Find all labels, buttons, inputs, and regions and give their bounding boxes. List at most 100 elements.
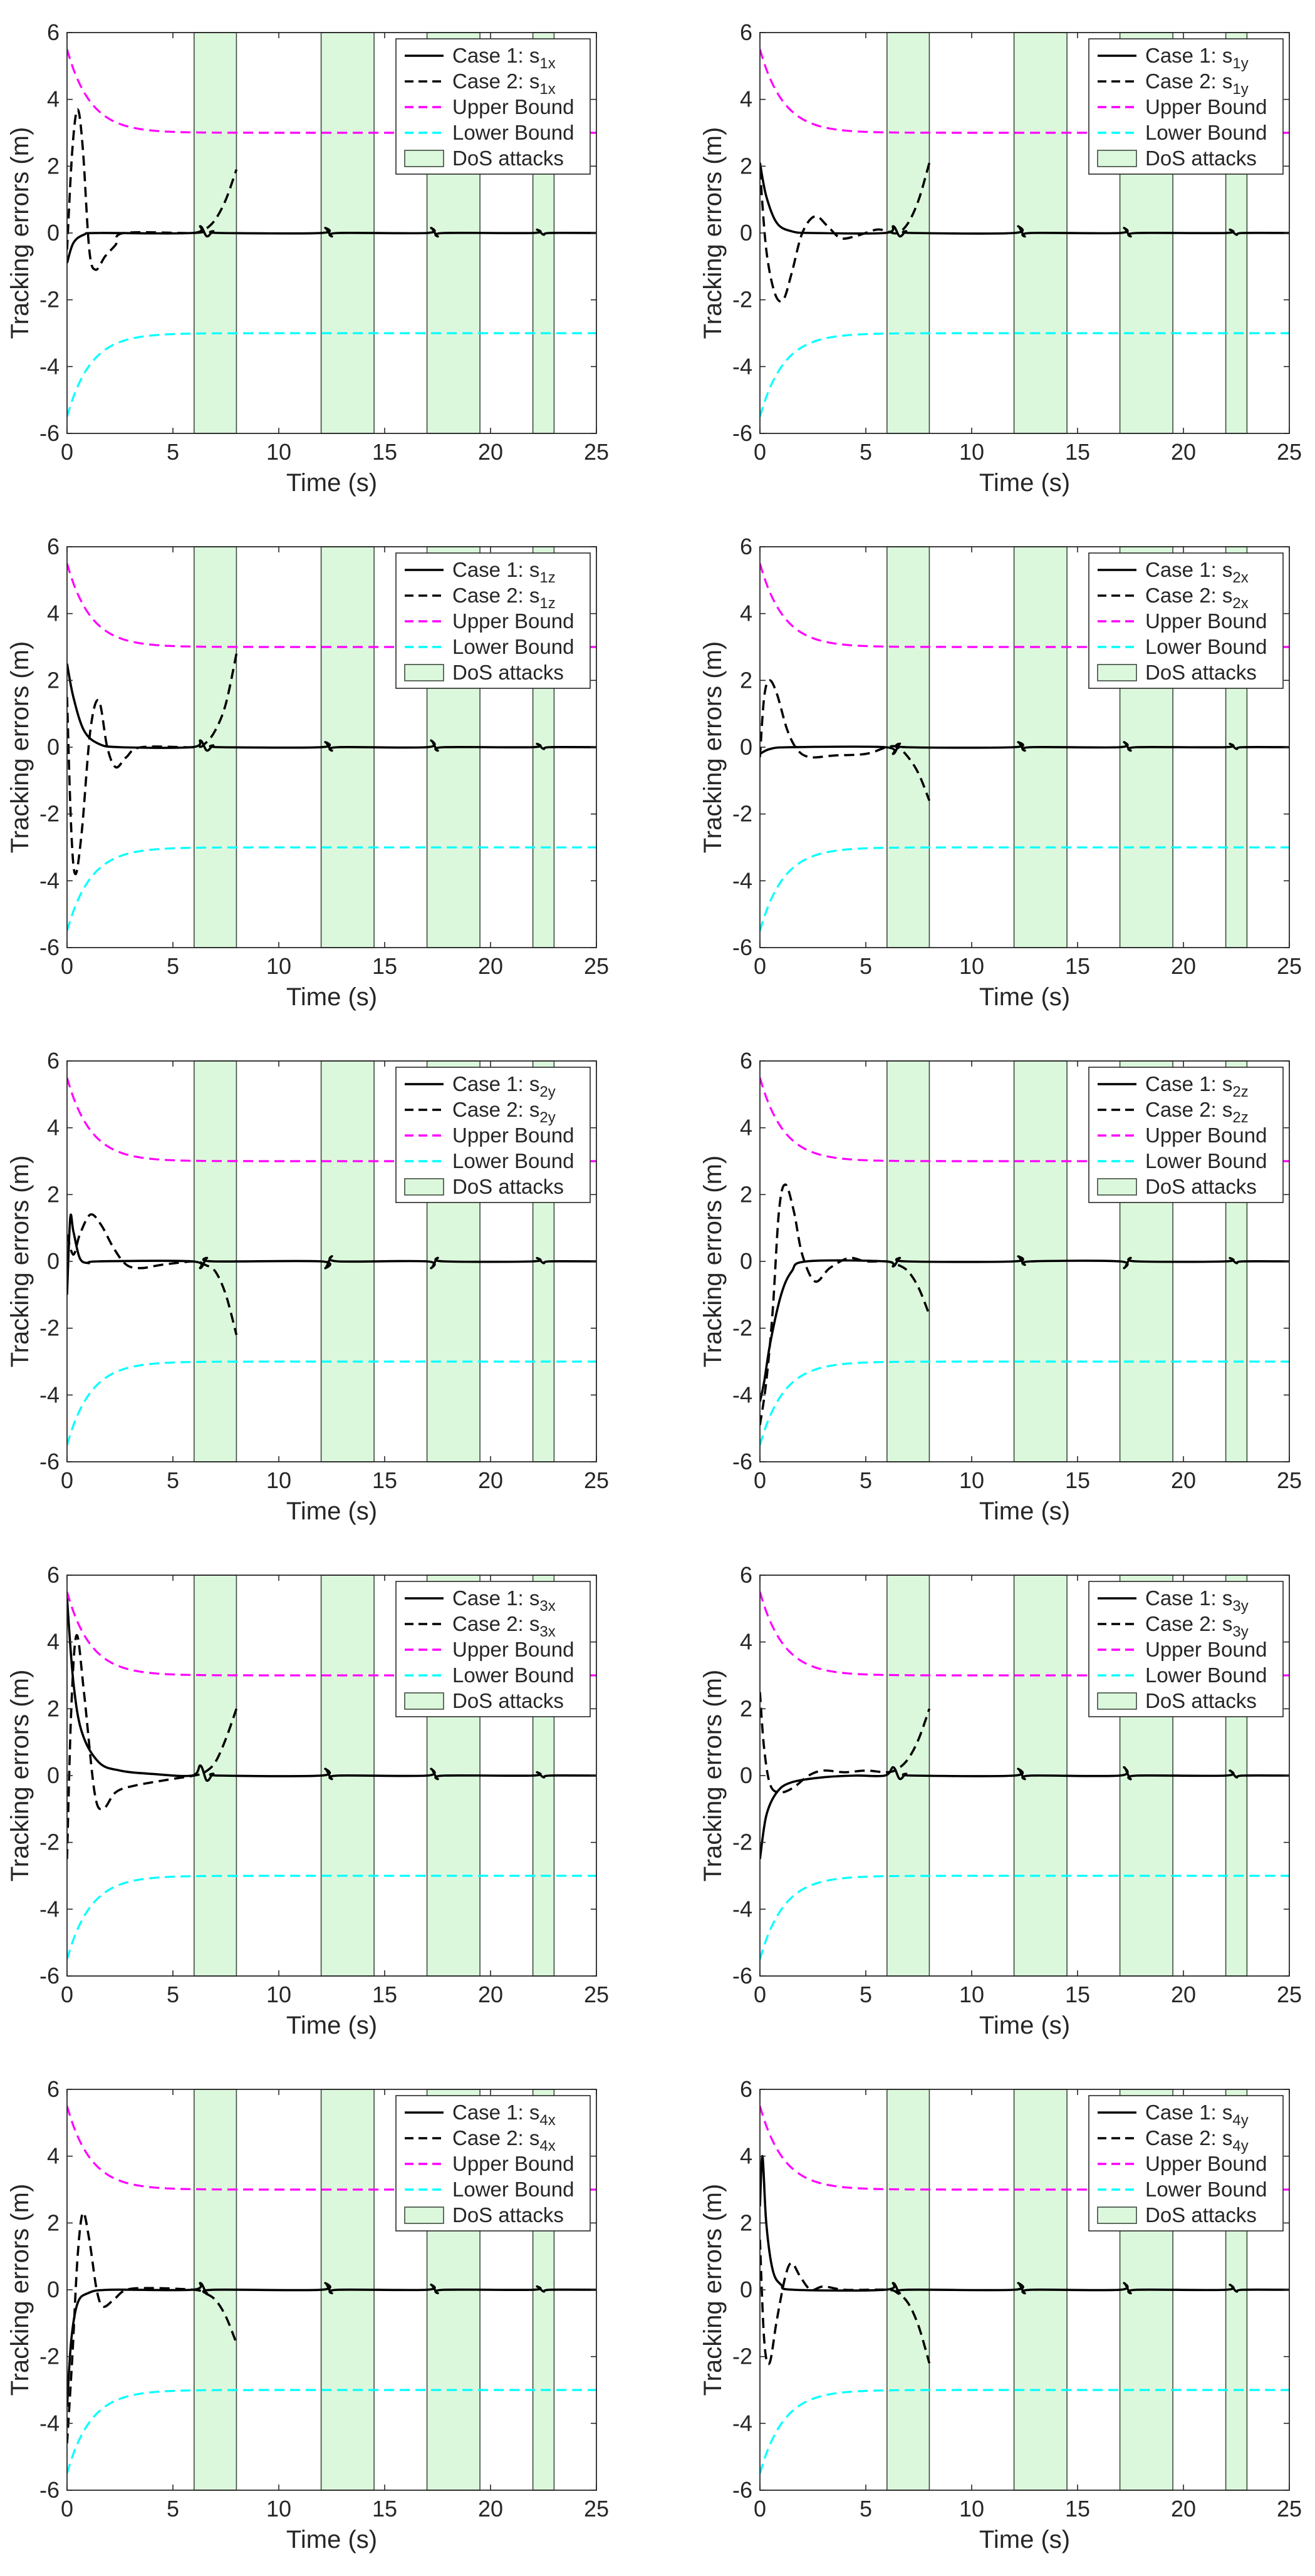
x-tick-label: 10	[266, 953, 291, 979]
upper-bound-line	[760, 2106, 1289, 2191]
legend-lower-label: Lower Bound	[452, 1663, 574, 1687]
y-tick-label: 0	[47, 734, 60, 760]
x-tick-label: 20	[1171, 1467, 1196, 1493]
legend-lower-label: Lower Bound	[452, 635, 574, 658]
case2-line	[760, 1183, 931, 1425]
chart-panel-s4y: 0 5 10 15 20 25 -6 -4 -2 0 2 4 6 Time (s) Tracking err…	[699, 2076, 1302, 2553]
legend-lower-label: Lower Bound	[1145, 1663, 1267, 1687]
lower-bound-line	[760, 1875, 1289, 1960]
y-tick-label: 6	[740, 19, 752, 45]
upper-bound-line	[760, 563, 1289, 648]
legend-upper-label: Upper Bound	[1145, 1124, 1267, 1147]
y-tick-label: 4	[47, 1115, 60, 1141]
x-tick-label: 5	[860, 953, 872, 979]
case1-line	[760, 1255, 1289, 1402]
y-tick-label: 0	[740, 2277, 752, 2302]
y-tick-label: -6	[39, 1449, 60, 1474]
y-tick-label: 2	[740, 153, 752, 178]
x-tick-label: 10	[959, 1982, 984, 2007]
lower-bound-line	[760, 332, 1289, 417]
x-tick-label: 20	[1171, 2496, 1196, 2522]
y-tick-label: -6	[732, 934, 752, 960]
y-tick-label: 4	[740, 1629, 752, 1655]
x-tick-label: 10	[959, 2496, 984, 2522]
y-tick-label: -6	[732, 2477, 752, 2503]
legend-dos-swatch	[1097, 150, 1137, 167]
upper-bound-line	[67, 2106, 596, 2191]
legend-upper-label: Upper Bound	[1145, 1638, 1267, 1661]
chart-panel-s1y: 0 5 10 15 20 25 -6 -4 -2 0 2 4 6 Time (s) Tracking err…	[699, 19, 1302, 497]
legend-upper-label: Upper Bound	[452, 1124, 574, 1147]
x-axis-label: Time (s)	[286, 983, 377, 1011]
y-tick-label: 2	[740, 1181, 752, 1207]
y-tick-label: -6	[732, 420, 752, 446]
y-tick-label: 2	[47, 667, 60, 693]
lower-bound-line	[760, 2389, 1289, 2474]
y-tick-label: 6	[47, 1048, 60, 1073]
x-tick-label: 5	[167, 953, 179, 979]
x-tick-label: 0	[61, 439, 73, 465]
x-tick-label: 15	[1065, 1982, 1090, 2007]
legend-case1-label: Case 1: s4y	[1145, 2101, 1249, 2129]
y-tick-label: 4	[740, 1115, 752, 1141]
upper-bound-line	[67, 1077, 596, 1162]
x-tick-label: 5	[167, 439, 179, 465]
case1-line	[67, 663, 596, 752]
case2-line	[760, 679, 931, 801]
legend-lower-label: Lower Bound	[452, 1149, 574, 1172]
legend-lower-label: Lower Bound	[452, 2178, 574, 2201]
y-tick-label: -2	[39, 287, 60, 313]
x-tick-label: 25	[584, 2496, 609, 2522]
y-axis-label: Tracking errors (m)	[6, 2184, 34, 2396]
legend-dos-swatch	[404, 150, 444, 167]
x-tick-label: 10	[266, 1467, 291, 1493]
y-tick-label: -4	[732, 1382, 752, 1407]
y-tick-label: -2	[732, 801, 752, 827]
case1-line	[67, 225, 596, 264]
x-axis-label: Time (s)	[979, 2012, 1070, 2039]
chart-panel-s4x: 0 5 10 15 20 25 -6 -4 -2 0 2 4 6 Time (s) Tracking err…	[6, 2076, 609, 2553]
y-tick-label: 2	[740, 667, 752, 693]
upper-bound-line	[760, 1077, 1289, 1162]
case2-line	[760, 1692, 931, 1794]
y-tick-label: 6	[740, 2076, 752, 2102]
legend-lower-label: Lower Bound	[1145, 1149, 1267, 1172]
y-tick-label: -6	[732, 1963, 752, 1989]
y-axis-label: Tracking errors (m)	[6, 1156, 34, 1368]
x-tick-label: 15	[372, 2496, 397, 2522]
chart-panel-s1x: 0 5 10 15 20 25 -6 -4 -2 0 2 4 6 Time (s) Tracking err…	[6, 19, 609, 497]
y-tick-label: 0	[47, 1248, 60, 1274]
x-tick-label: 0	[754, 2496, 766, 2522]
y-tick-label: 4	[47, 86, 60, 112]
y-tick-label: 4	[740, 601, 752, 626]
chart-panel-s1z: 0 5 10 15 20 25 -6 -4 -2 0 2 4 6 Time (s) Tracking err…	[6, 534, 609, 1011]
upper-bound-line	[67, 49, 596, 134]
x-tick-label: 25	[1277, 439, 1302, 465]
y-tick-label: 2	[740, 2210, 752, 2235]
legend-lower-label: Lower Bound	[1145, 2178, 1267, 2201]
case1-line	[67, 1598, 596, 1782]
upper-bound-line	[760, 49, 1289, 134]
y-axis-label: Tracking errors (m)	[699, 127, 727, 339]
y-tick-label: 0	[47, 2277, 60, 2302]
y-tick-label: 0	[740, 734, 752, 760]
x-tick-label: 20	[478, 1467, 503, 1493]
chart-panel-s3x: 0 5 10 15 20 25 -6 -4 -2 0 2 4 6 Time (s) Tracking err…	[6, 1562, 609, 2039]
y-tick-label: 4	[740, 86, 752, 112]
y-tick-label: -2	[39, 2344, 60, 2369]
x-tick-label: 15	[372, 953, 397, 979]
y-tick-label: -4	[732, 1896, 752, 1922]
legend-dos-label: DoS attacks	[452, 661, 564, 684]
x-tick-label: 15	[372, 439, 397, 465]
legend-case2-label: Case 2: s3x	[452, 1612, 556, 1640]
case2-line	[67, 653, 238, 876]
x-axis-label: Time (s)	[286, 1497, 377, 1525]
legend-dos-swatch	[404, 1178, 444, 1196]
y-axis-label: Tracking errors (m)	[6, 127, 34, 339]
